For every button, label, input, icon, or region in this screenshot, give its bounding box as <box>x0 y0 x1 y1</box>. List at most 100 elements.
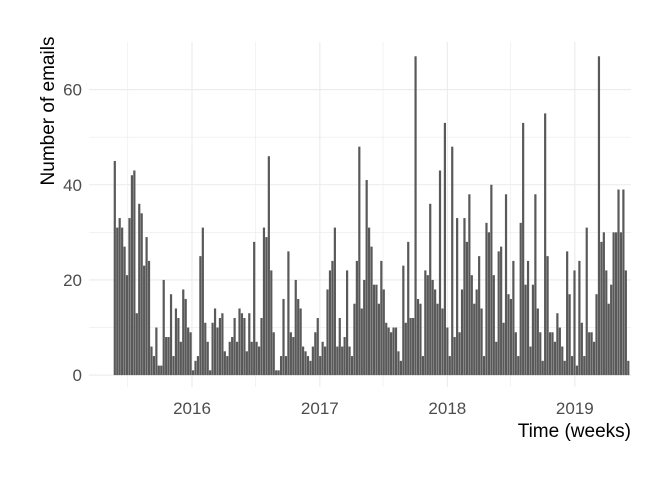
bar <box>394 327 398 376</box>
bar <box>487 232 491 376</box>
bar <box>216 327 219 376</box>
bar <box>199 256 202 376</box>
bar <box>416 298 420 376</box>
bar <box>539 332 542 376</box>
bar <box>240 313 244 376</box>
bar <box>390 332 393 376</box>
bar <box>257 346 261 376</box>
bar <box>262 227 266 376</box>
bar <box>610 284 613 376</box>
bar <box>592 341 596 376</box>
bar <box>301 346 305 376</box>
bar <box>333 227 336 376</box>
bar <box>463 218 466 376</box>
bar <box>314 332 317 376</box>
bar <box>558 327 561 376</box>
bar <box>123 246 126 376</box>
bar <box>412 318 415 376</box>
bar <box>125 275 129 376</box>
bar <box>238 308 241 376</box>
bar <box>353 303 356 376</box>
bar <box>277 370 280 376</box>
bar <box>350 356 354 376</box>
bar <box>204 322 207 376</box>
bar <box>365 180 368 376</box>
bar <box>187 327 190 376</box>
bar <box>438 170 442 376</box>
y-tick-label: 0 <box>73 366 82 385</box>
bar <box>502 322 505 376</box>
bar <box>585 227 588 376</box>
bar <box>446 327 449 376</box>
bar <box>243 318 246 376</box>
bar <box>409 318 412 376</box>
bar <box>179 341 182 376</box>
bar <box>336 346 339 376</box>
bar <box>255 341 258 376</box>
bar <box>468 194 471 376</box>
bar <box>211 322 214 376</box>
bar <box>526 260 530 376</box>
bar <box>443 122 446 376</box>
bar <box>627 360 630 376</box>
bar <box>165 337 168 376</box>
bar <box>414 56 417 376</box>
bar <box>451 146 454 376</box>
bar <box>507 294 510 376</box>
bar <box>407 241 410 376</box>
bar <box>622 189 625 376</box>
bar <box>331 260 334 376</box>
bar <box>478 256 481 376</box>
bar <box>150 346 153 376</box>
bar <box>399 360 402 376</box>
bar <box>617 189 620 376</box>
bar <box>473 303 476 376</box>
bar <box>143 265 146 376</box>
bar <box>228 341 231 376</box>
bar <box>118 218 121 376</box>
bar <box>522 122 525 376</box>
bar <box>328 270 332 376</box>
bar <box>343 337 346 376</box>
bar <box>138 203 141 376</box>
x-tick-label: 2018 <box>428 399 466 418</box>
bar <box>490 184 493 376</box>
bar <box>358 146 361 376</box>
bar <box>575 365 579 376</box>
bar <box>429 203 432 376</box>
bar <box>304 351 307 376</box>
bar <box>404 322 407 376</box>
bar <box>553 341 557 376</box>
bar <box>316 318 319 376</box>
bar <box>392 327 395 376</box>
bar <box>319 356 322 376</box>
bar <box>614 232 618 376</box>
bar <box>578 260 581 376</box>
bar <box>448 356 451 376</box>
bar <box>182 289 185 376</box>
y-tick-label: 40 <box>63 176 82 195</box>
bar <box>363 279 366 376</box>
bar <box>431 279 434 376</box>
bar <box>561 346 564 376</box>
bar <box>531 284 535 376</box>
bar <box>602 232 605 376</box>
bar <box>289 332 292 376</box>
bar <box>514 332 517 376</box>
bar <box>583 356 586 376</box>
bar <box>346 270 349 376</box>
bar <box>512 260 515 376</box>
bar <box>495 341 498 376</box>
bar <box>624 270 627 376</box>
bar <box>419 303 422 376</box>
bar <box>556 313 559 376</box>
bar <box>500 246 503 376</box>
bar <box>201 227 204 376</box>
bar <box>482 356 486 376</box>
bar <box>299 308 302 376</box>
bar <box>309 360 312 376</box>
bar <box>275 370 278 376</box>
bar <box>529 346 532 376</box>
bar <box>174 308 178 376</box>
